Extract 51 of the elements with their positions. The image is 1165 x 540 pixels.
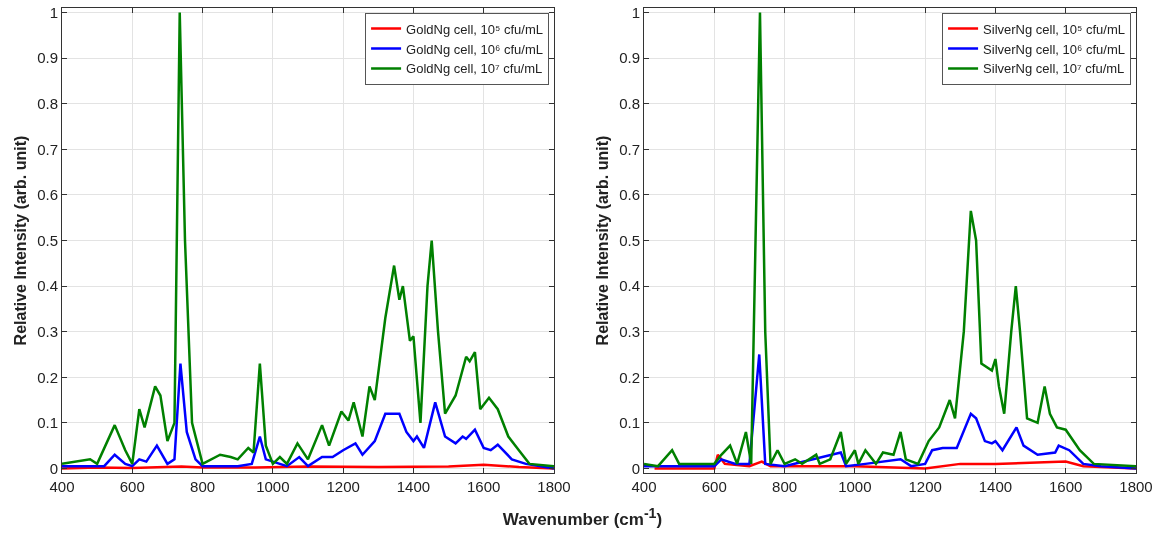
y-tick-label: 0.9 <box>37 49 58 67</box>
x-tick-label: 1000 <box>256 478 290 495</box>
x-tick-label: 1400 <box>396 478 431 495</box>
x-tick-label: 400 <box>631 478 657 495</box>
x-tick-label: 1600 <box>467 478 501 495</box>
line-series <box>62 362 554 470</box>
legend-label: SilverNg cell, 10⁵ cfu/mL <box>983 21 1126 37</box>
legend-label: GoldNg cell, 10⁷ cfu/mL <box>406 61 543 77</box>
x-tick-label: 600 <box>119 478 145 495</box>
line-series <box>644 353 1136 470</box>
x-tick-label: 800 <box>772 478 798 495</box>
y-tick-label: 0.8 <box>619 94 640 112</box>
y-axis-title: Relative Intensity (arb. unit) <box>594 135 612 346</box>
y-tick-label: 1 <box>49 3 58 21</box>
y-tick-label: 0.6 <box>37 186 58 204</box>
y-tick-label: 1 <box>631 3 640 21</box>
y-tick-label: 0.2 <box>619 368 640 386</box>
x-tick-label: 1200 <box>326 478 360 495</box>
y-axis-title: Relative Intensity (arb. unit) <box>12 135 30 346</box>
legend-label: SilverNg cell, 10⁷ cfu/mL <box>983 61 1125 77</box>
x-tick-label: 400 <box>49 478 75 495</box>
y-tick-label: 0.8 <box>37 94 58 112</box>
y-tick-label: 0.6 <box>619 186 640 204</box>
legend-label: GoldNg cell, 10⁶ cfu/mL <box>406 41 543 57</box>
y-tick-label: 0.3 <box>619 322 640 340</box>
y-tick-label: 0.2 <box>37 368 58 386</box>
y-tick-label: 0 <box>631 459 640 477</box>
legend-label: GoldNg cell, 10⁵ cfu/mL <box>406 21 543 37</box>
y-tick-label: 0.3 <box>37 322 58 340</box>
y-tick-label: 0.5 <box>37 231 58 249</box>
x-tick-label: 800 <box>190 478 216 495</box>
y-tick-label: 0.7 <box>37 140 58 158</box>
x-tick-label: 600 <box>701 478 727 495</box>
legend-label: SilverNg cell, 10⁶ cfu/mL <box>983 41 1125 57</box>
y-tick-label: 0.4 <box>619 277 640 295</box>
line-series <box>644 11 1136 468</box>
y-tick-label: 0.7 <box>619 140 640 158</box>
x-tick-label: 1000 <box>838 478 872 495</box>
y-tick-label: 0.1 <box>37 414 58 432</box>
y-tick-label: 0.9 <box>619 49 640 67</box>
x-axis-title: Wavenumber (cm$^{-1}$) <box>501 505 664 530</box>
y-tick-label: 0 <box>49 459 58 477</box>
y-tick-label: 0.1 <box>619 414 640 432</box>
x-tick-label: 1800 <box>1119 478 1153 495</box>
x-tick-label: 1800 <box>537 478 571 495</box>
x-tick-label: 1200 <box>908 478 942 495</box>
y-tick-label: 0.4 <box>37 277 58 295</box>
x-tick-label: 1600 <box>1049 478 1083 495</box>
x-tick-label: 1400 <box>978 478 1013 495</box>
y-tick-label: 0.5 <box>619 231 640 249</box>
line-series <box>62 11 554 468</box>
